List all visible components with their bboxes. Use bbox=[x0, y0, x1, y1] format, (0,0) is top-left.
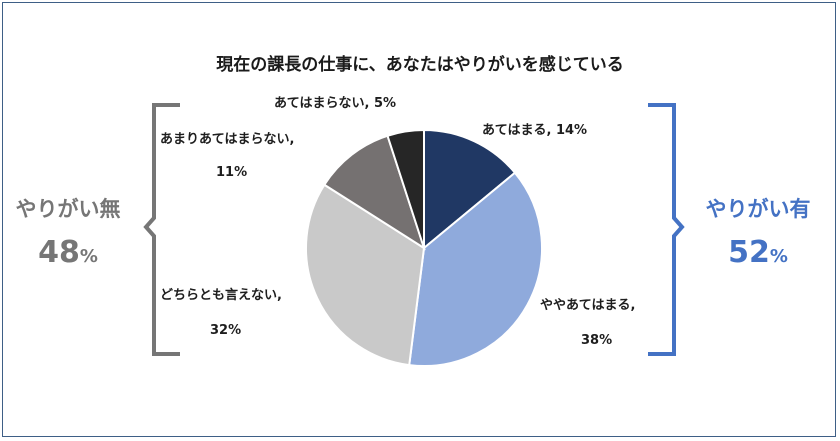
slice-label-atehamaranai: あてはまらない, 5% bbox=[274, 96, 396, 111]
group-label-yes: やりがい有 bbox=[706, 197, 811, 221]
pie-slices bbox=[305, 128, 543, 367]
slice-label-amari-atehamaranai-value: 11% bbox=[216, 165, 247, 180]
right-bracket bbox=[648, 103, 685, 356]
slice-label-dochiratomo: どちらとも言えない, bbox=[160, 287, 282, 303]
slice-label-yaya-atehamaru-value: 38% bbox=[581, 333, 612, 348]
slice-label-atehamaru: あてはまる, 14% bbox=[482, 123, 587, 138]
group-label-no: やりがい無 bbox=[16, 197, 121, 221]
group-value-no: 48% bbox=[38, 235, 98, 270]
slice-label-amari-atehamaranai: あまりあてはまらない, bbox=[160, 132, 294, 147]
chart-frame bbox=[2, 2, 836, 437]
pie-slice-yaya-atehamaru bbox=[408, 171, 543, 367]
slice-label-dochiratomo-value: 32% bbox=[210, 323, 241, 338]
slice-label-yaya-atehamaru: ややあてはまる, bbox=[540, 298, 635, 313]
left-bracket bbox=[143, 103, 180, 356]
pie-slice-atehamaru bbox=[423, 128, 517, 251]
pie-slice-amari-atehamaranai bbox=[322, 134, 426, 251]
group-value-yes: 52% bbox=[728, 235, 788, 270]
chart-title: 現在の課長の仕事に、あなたはやりがいを感じている bbox=[216, 54, 624, 75]
pie-slice-atehamaranai bbox=[386, 128, 425, 249]
